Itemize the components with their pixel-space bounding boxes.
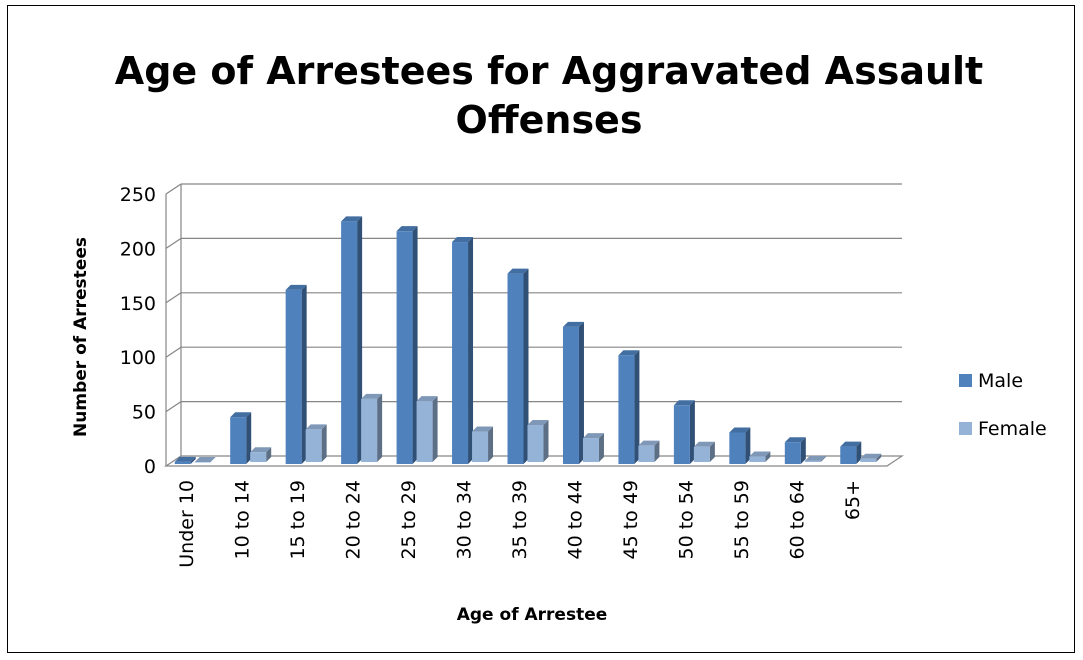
axes <box>164 184 904 467</box>
bar-male <box>840 441 862 464</box>
x-tick-label: 30 to 34 <box>454 480 476 560</box>
legend-label: Female <box>978 418 1047 440</box>
bar-male <box>673 400 695 464</box>
bar-female <box>194 457 216 463</box>
x-tick-label: 55 to 59 <box>731 480 753 560</box>
x-tick-label: 20 to 24 <box>343 480 365 560</box>
bar-male <box>396 226 418 464</box>
bar-male <box>341 216 363 464</box>
legend-swatch <box>959 422 972 435</box>
y-axis-title: Number of Arrestees <box>71 237 91 437</box>
gridlines <box>165 183 902 413</box>
y-tick-label: 200 <box>120 238 156 260</box>
bar-male <box>562 321 584 464</box>
x-tick-label: 35 to 39 <box>509 480 531 560</box>
gridline-depth <box>165 292 182 304</box>
chart-title-line-2: Offenses <box>456 98 643 142</box>
x-tick-label: 25 to 29 <box>398 480 420 560</box>
bar-female <box>361 393 383 462</box>
y-tick-label: 50 <box>132 402 156 424</box>
x-tick-label: 15 to 19 <box>287 480 309 560</box>
x-tick-label: 40 to 44 <box>564 480 586 560</box>
bar-male <box>230 412 252 464</box>
bar-female <box>416 396 438 462</box>
bar-female <box>749 451 771 462</box>
chart-area: Age of Arrestees for Aggravated Assault … <box>71 49 1047 625</box>
y-tick-label: 150 <box>120 293 156 315</box>
y-tick-label: 250 <box>120 184 156 206</box>
bar-female <box>638 440 660 462</box>
gridline-depth <box>165 183 182 195</box>
x-axis-title: Age of Arrestee <box>457 605 608 625</box>
bar-male <box>174 456 196 464</box>
bar-female <box>804 455 826 462</box>
bar-female <box>305 424 327 462</box>
bars <box>174 216 882 464</box>
gridline-depth <box>165 237 182 249</box>
x-tick-label: Under 10 <box>176 480 198 568</box>
x-tick-label: 60 to 64 <box>786 480 808 560</box>
x-tick-label: 65+ <box>842 480 864 520</box>
legend-entry-male: Male <box>959 370 1023 392</box>
legend-entry-female: Female <box>959 418 1047 440</box>
y-tick-label: 0 <box>144 456 156 478</box>
floor <box>164 455 904 467</box>
bar-male <box>729 427 751 464</box>
x-tick-label: 50 to 54 <box>675 480 697 560</box>
bar-female <box>250 447 272 462</box>
chart-frame: Age of Arrestees for Aggravated Assault … <box>7 5 1075 653</box>
gridline-depth <box>165 401 182 413</box>
x-tick-label: 45 to 49 <box>620 480 642 560</box>
legend-swatch <box>959 374 972 387</box>
bar-female <box>860 453 882 462</box>
y-tick-label: 100 <box>120 347 156 369</box>
bar-female <box>527 420 549 462</box>
bar-male <box>618 350 640 464</box>
legend-label: Male <box>978 370 1023 392</box>
bar-male <box>507 268 529 464</box>
tick-labels: 0 50 100 150 200 250 Under 10 10 to 14 15 to 19 2… <box>120 184 864 568</box>
bar-female <box>693 441 715 462</box>
x-tick-label: 10 to 14 <box>232 480 254 560</box>
bar-male <box>784 437 806 464</box>
bar-male <box>452 237 474 464</box>
bar-male <box>285 284 307 464</box>
bar-female <box>472 426 494 462</box>
gridline-depth <box>165 346 182 358</box>
bar-female <box>582 433 604 462</box>
chart-title-line-1: Age of Arrestees for Aggravated Assault <box>115 49 983 93</box>
legend: Male Female <box>959 370 1047 440</box>
